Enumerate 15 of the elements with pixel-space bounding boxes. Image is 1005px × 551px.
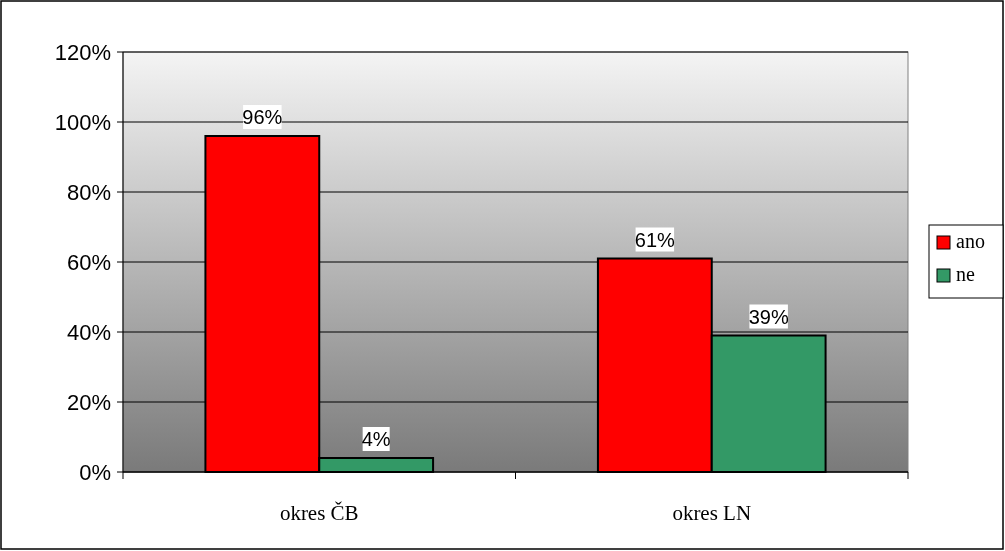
data-label: 96% bbox=[242, 106, 283, 128]
data-label: 39% bbox=[748, 305, 789, 328]
y-tick-label: 60% bbox=[66, 249, 111, 275]
x-tick-label: okres LN bbox=[672, 501, 752, 525]
y-tick-label: 40% bbox=[66, 319, 111, 345]
legend-label: ano bbox=[956, 230, 985, 252]
y-tick-label: 120% bbox=[54, 39, 111, 65]
data-label: 4% bbox=[361, 428, 391, 450]
y-tick-label: 100% bbox=[54, 109, 111, 135]
y-tick-label: 0% bbox=[79, 459, 111, 485]
legend-label: ne bbox=[956, 263, 975, 285]
data-label: 61% bbox=[634, 228, 676, 251]
x-tick-label: okres ČB bbox=[279, 501, 359, 525]
y-tick-label: 80% bbox=[66, 179, 111, 205]
y-tick-label: 20% bbox=[66, 389, 111, 415]
